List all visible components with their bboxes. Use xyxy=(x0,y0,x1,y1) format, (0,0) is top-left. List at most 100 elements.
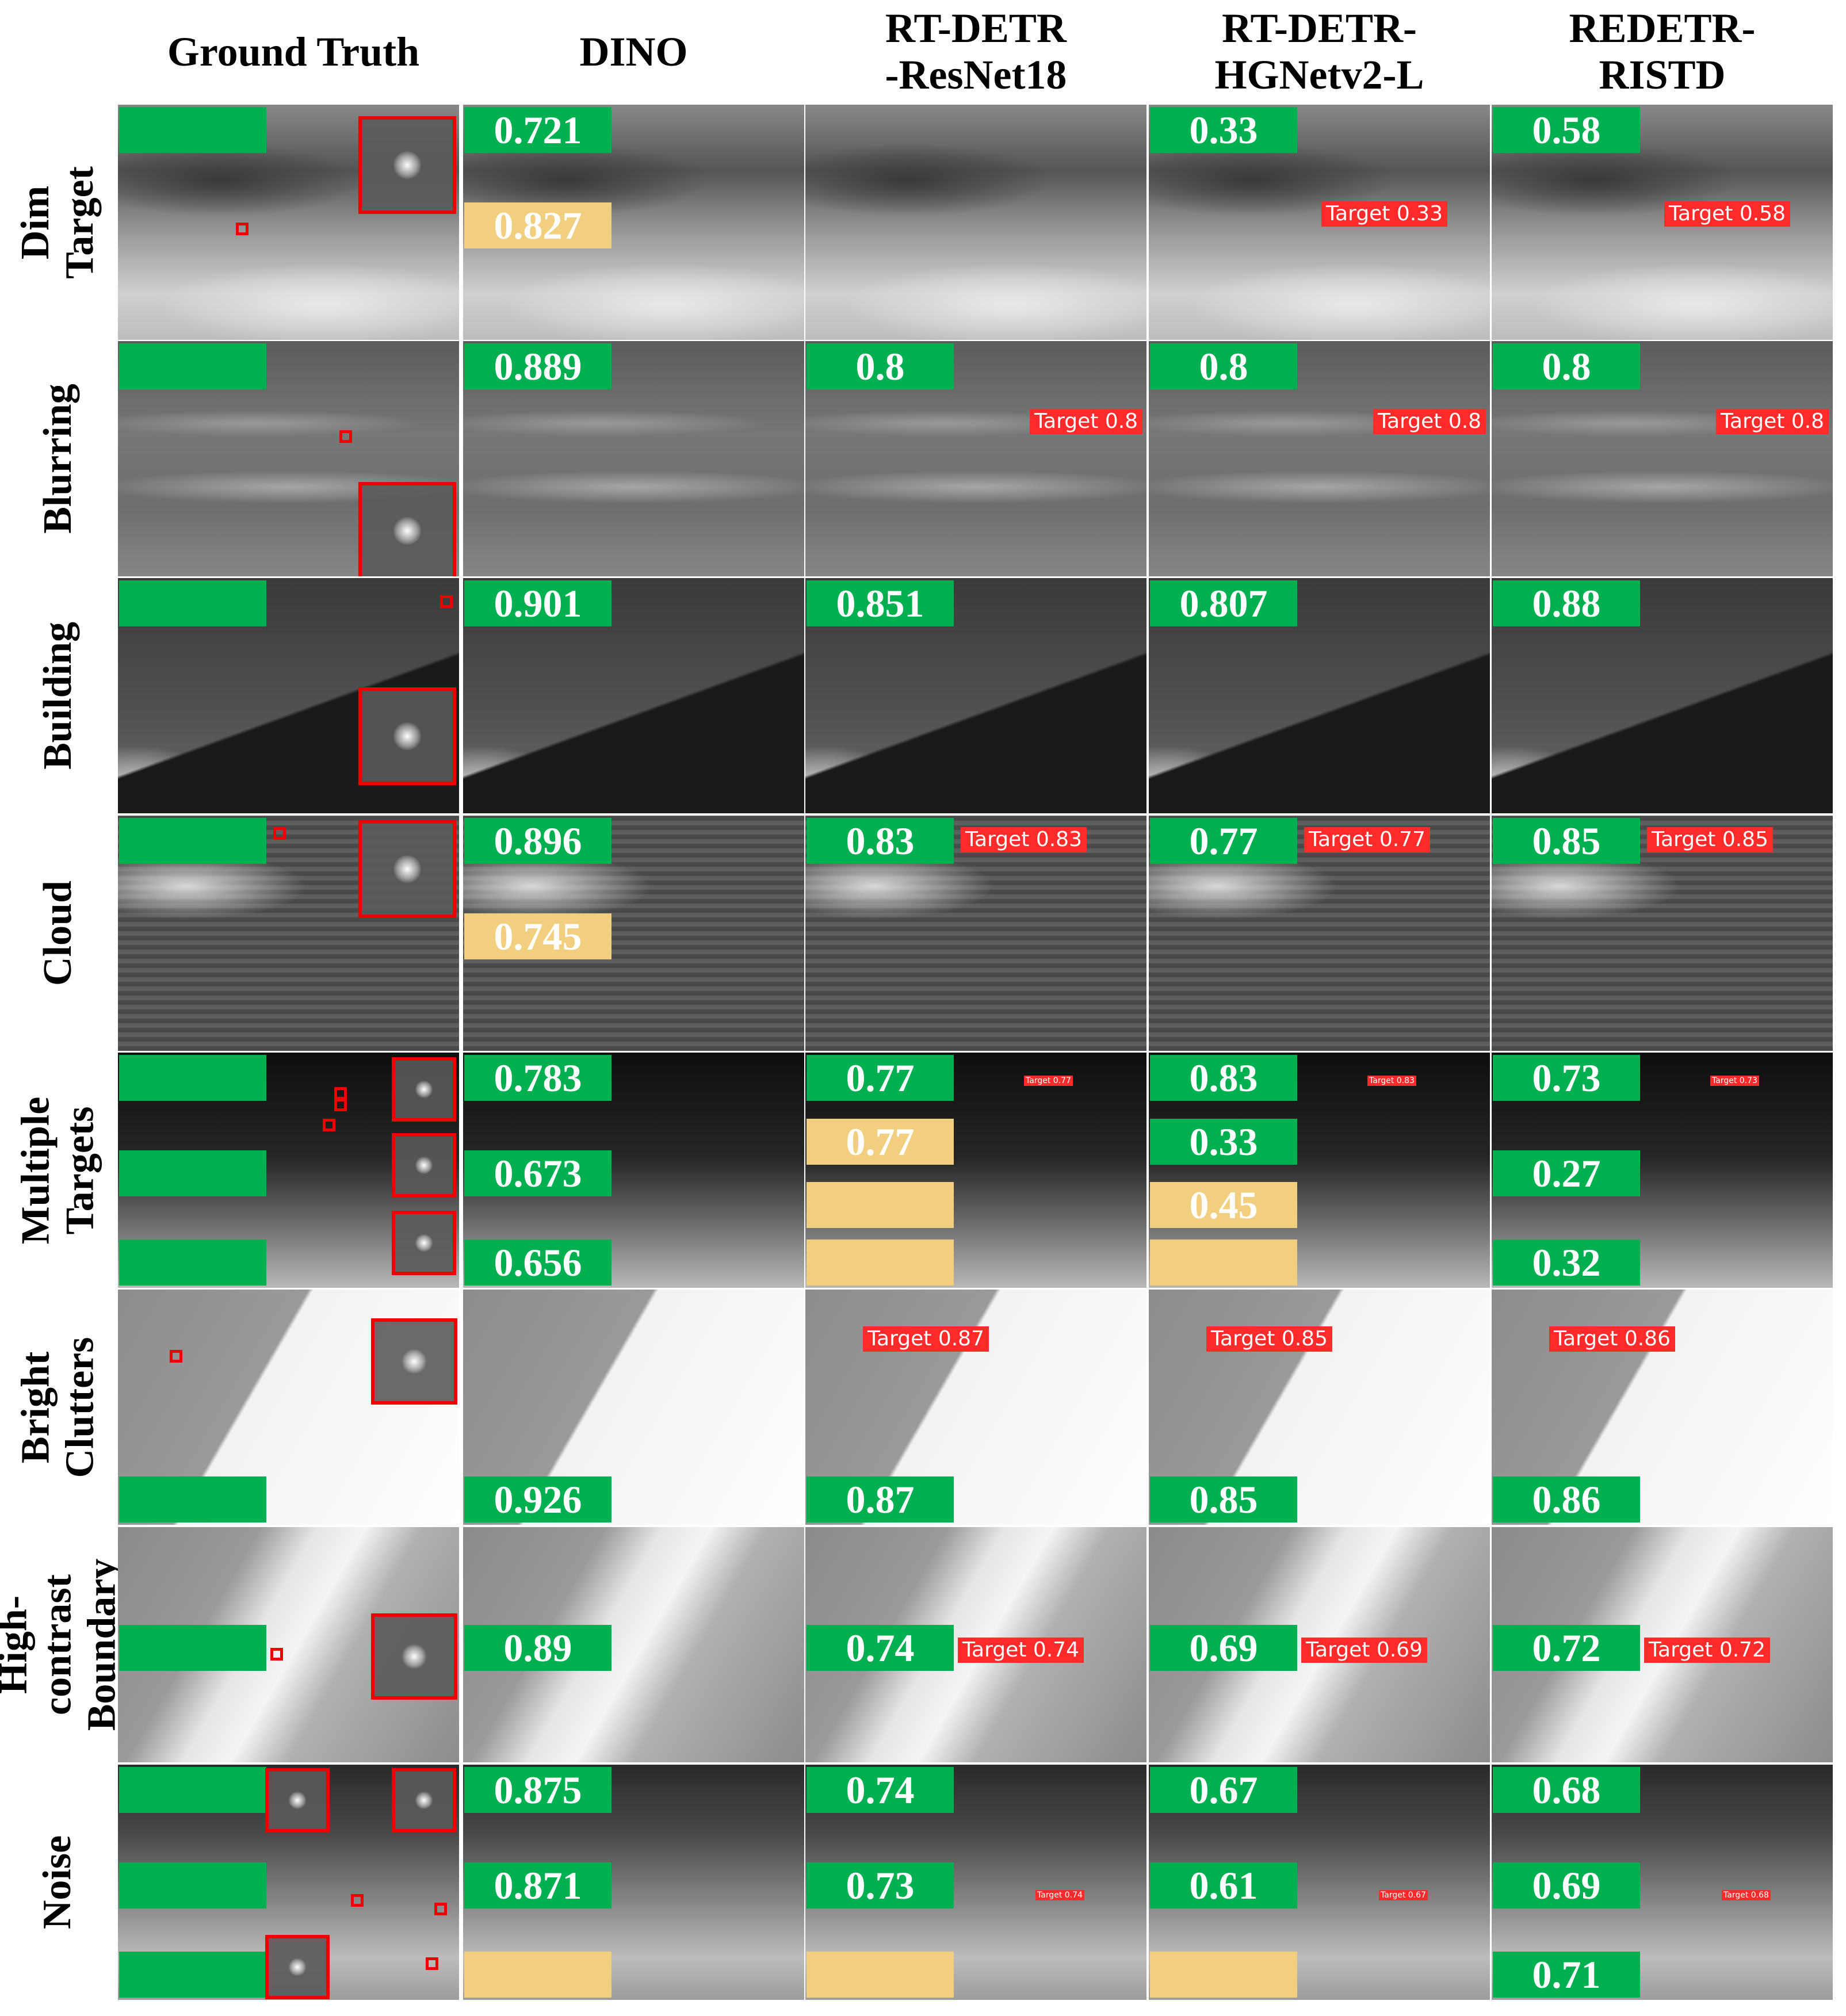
image-cell-dim-target-redetr-ristd: 0.58 Target 0.58 xyxy=(1492,105,1833,340)
target-marker xyxy=(334,1087,347,1100)
row-label-text: Building xyxy=(35,622,80,770)
false-alarm-tag: 0.77 xyxy=(807,1119,954,1165)
confidence-tag: 0.8 xyxy=(1493,343,1640,389)
zoom-inset xyxy=(371,1318,457,1405)
detection-label: Target 0.8 xyxy=(1030,409,1143,434)
zoom-inset xyxy=(392,1768,456,1833)
confidence-tag: 0.71 xyxy=(1493,1952,1640,1998)
image-cell-high-contrast-boundary-redetr-ristd: 0.72 Target 0.72 xyxy=(1492,1527,1833,1762)
confidence-tag: 0.77 xyxy=(807,1055,954,1101)
detection-label: Target 0.72 xyxy=(1644,1638,1770,1663)
confidence-tag xyxy=(119,1952,266,1998)
false-alarm-tag xyxy=(464,1952,611,1998)
confidence-tag: 0.74 xyxy=(807,1625,954,1671)
confidence-tag: 0.85 xyxy=(1493,818,1640,864)
confidence-tag: 0.33 xyxy=(1150,107,1297,153)
row-label-cloud: Cloud xyxy=(0,816,115,1051)
image-cell-multiple-targets-rt-detr-resnet18: 0.77 0.77 Target 0.77 xyxy=(805,1053,1146,1288)
image-cell-building-rt-detr-resnet18: 0.851 xyxy=(805,578,1146,813)
confidence-tag xyxy=(119,818,266,864)
confidence-tag: 0.77 xyxy=(1150,818,1297,864)
detection-label: Target 0.68 xyxy=(1722,1890,1771,1900)
zoom-inset xyxy=(392,1133,456,1198)
target-marker xyxy=(273,827,286,840)
confidence-tag xyxy=(119,1476,266,1522)
confidence-tag: 0.83 xyxy=(807,818,954,864)
image-cell-multiple-targets-redetr-ristd: 0.73 0.27 0.32 Target 0.73 xyxy=(1492,1053,1833,1288)
target-marker xyxy=(236,223,249,235)
image-cell-dim-target-ground-truth xyxy=(118,105,459,340)
zoom-inset xyxy=(265,1768,330,1833)
false-alarm-tag xyxy=(1150,1240,1297,1286)
image-cell-bright-clutters-dino: 0.926 xyxy=(463,1290,804,1525)
image-cell-high-contrast-boundary-rt-detr-hgnetv2-l: 0.69 Target 0.69 xyxy=(1149,1527,1490,1762)
confidence-tag xyxy=(119,1625,266,1671)
column-header-rt-detr-resnet18: RT-DETR -ResNet18 xyxy=(885,5,1067,98)
image-cell-bright-clutters-rt-detr-resnet18: 0.87 Target 0.87 xyxy=(805,1290,1146,1525)
image-cell-high-contrast-boundary-dino: 0.89 xyxy=(463,1527,804,1762)
zoom-inset xyxy=(358,116,456,214)
confidence-tag xyxy=(119,1240,266,1286)
detection-label: Target 0.8 xyxy=(1373,409,1486,434)
confidence-tag: 0.73 xyxy=(807,1862,954,1908)
image-cell-blurring-rt-detr-hgnetv2-l: 0.8 Target 0.8 xyxy=(1149,341,1490,576)
target-marker xyxy=(323,1119,335,1131)
row-label-noise: Noise xyxy=(0,1765,115,2000)
column-header-dino: DINO xyxy=(579,28,688,75)
image-cell-building-redetr-ristd: 0.88 xyxy=(1492,578,1833,813)
detection-label: Target 0.87 xyxy=(863,1326,989,1352)
image-cell-cloud-ground-truth xyxy=(118,816,459,1051)
confidence-tag: 0.67 xyxy=(1150,1767,1297,1813)
confidence-tag: 0.83 xyxy=(1150,1055,1297,1101)
image-cell-noise-rt-detr-resnet18: 0.74 0.73 Target 0.74 xyxy=(805,1765,1146,2000)
false-alarm-tag xyxy=(807,1240,954,1286)
row-label-text: Bright Clutters xyxy=(13,1337,102,1478)
zoom-inset xyxy=(371,1613,457,1700)
row-label-text: Dim Target xyxy=(13,166,102,279)
zoom-inset xyxy=(392,1211,456,1275)
column-header-rt-detr-hgnetv2-l: RT-DETR- HGNetv2-L xyxy=(1214,5,1424,98)
image-cell-multiple-targets-dino: 0.783 0.673 0.656 xyxy=(463,1053,804,1288)
confidence-tag: 0.656 xyxy=(464,1240,611,1286)
confidence-tag: 0.926 xyxy=(464,1476,611,1522)
detection-label: Target 0.67 xyxy=(1379,1890,1428,1900)
image-cell-bright-clutters-rt-detr-hgnetv2-l: 0.85 Target 0.85 xyxy=(1149,1290,1490,1525)
row-label-multiple-targets: Multiple Targets xyxy=(0,1053,115,1288)
detection-label: Target 0.77 xyxy=(1304,827,1430,852)
confidence-tag: 0.27 xyxy=(1493,1150,1640,1196)
zoom-inset xyxy=(358,687,456,785)
false-alarm-tag: 0.827 xyxy=(464,202,611,248)
row-label-high-contrast-boundary: High-contrast Boundary xyxy=(0,1527,124,1762)
false-alarm-tag: 0.45 xyxy=(1150,1182,1297,1228)
image-cell-dim-target-rt-detr-resnet18 xyxy=(805,105,1146,340)
confidence-tag: 0.8 xyxy=(1150,343,1297,389)
detection-label: Target 0.86 xyxy=(1549,1326,1675,1352)
confidence-tag: 0.88 xyxy=(1493,580,1640,626)
zoom-inset xyxy=(265,1935,330,1999)
row-label-blurring: Blurring xyxy=(0,341,115,576)
image-cell-noise-dino: 0.875 0.871 xyxy=(463,1765,804,2000)
image-cell-bright-clutters-ground-truth xyxy=(118,1290,459,1525)
image-cell-bright-clutters-redetr-ristd: 0.86 Target 0.86 xyxy=(1492,1290,1833,1525)
confidence-tag: 0.875 xyxy=(464,1767,611,1813)
image-cell-dim-target-dino: 0.721 0.827 xyxy=(463,105,804,340)
detection-label: Target 0.83 xyxy=(1367,1076,1416,1086)
detection-label: Target 0.69 xyxy=(1301,1638,1427,1663)
image-cell-noise-rt-detr-hgnetv2-l: 0.67 0.61 Target 0.67 xyxy=(1149,1765,1490,2000)
confidence-tag: 0.783 xyxy=(464,1055,611,1101)
zoom-inset xyxy=(358,482,456,576)
false-alarm-tag xyxy=(807,1952,954,1998)
detection-label: Target 0.83 xyxy=(961,827,1087,852)
detection-label: Target 0.33 xyxy=(1321,201,1447,227)
image-cell-blurring-rt-detr-resnet18: 0.8 Target 0.8 xyxy=(805,341,1146,576)
image-cell-high-contrast-boundary-rt-detr-resnet18: 0.74 Target 0.74 xyxy=(805,1527,1146,1762)
confidence-tag: 0.72 xyxy=(1493,1625,1640,1671)
confidence-tag: 0.86 xyxy=(1493,1476,1640,1522)
image-cell-blurring-ground-truth xyxy=(118,341,459,576)
column-header-redetr-ristd: REDETR- RISTD xyxy=(1569,5,1756,98)
target-marker xyxy=(270,1648,283,1661)
row-label-text: Multiple Targets xyxy=(13,1096,102,1244)
target-marker xyxy=(170,1350,182,1363)
row-label-text: High-contrast Boundary xyxy=(0,1558,124,1731)
confidence-tag: 0.673 xyxy=(464,1150,611,1196)
